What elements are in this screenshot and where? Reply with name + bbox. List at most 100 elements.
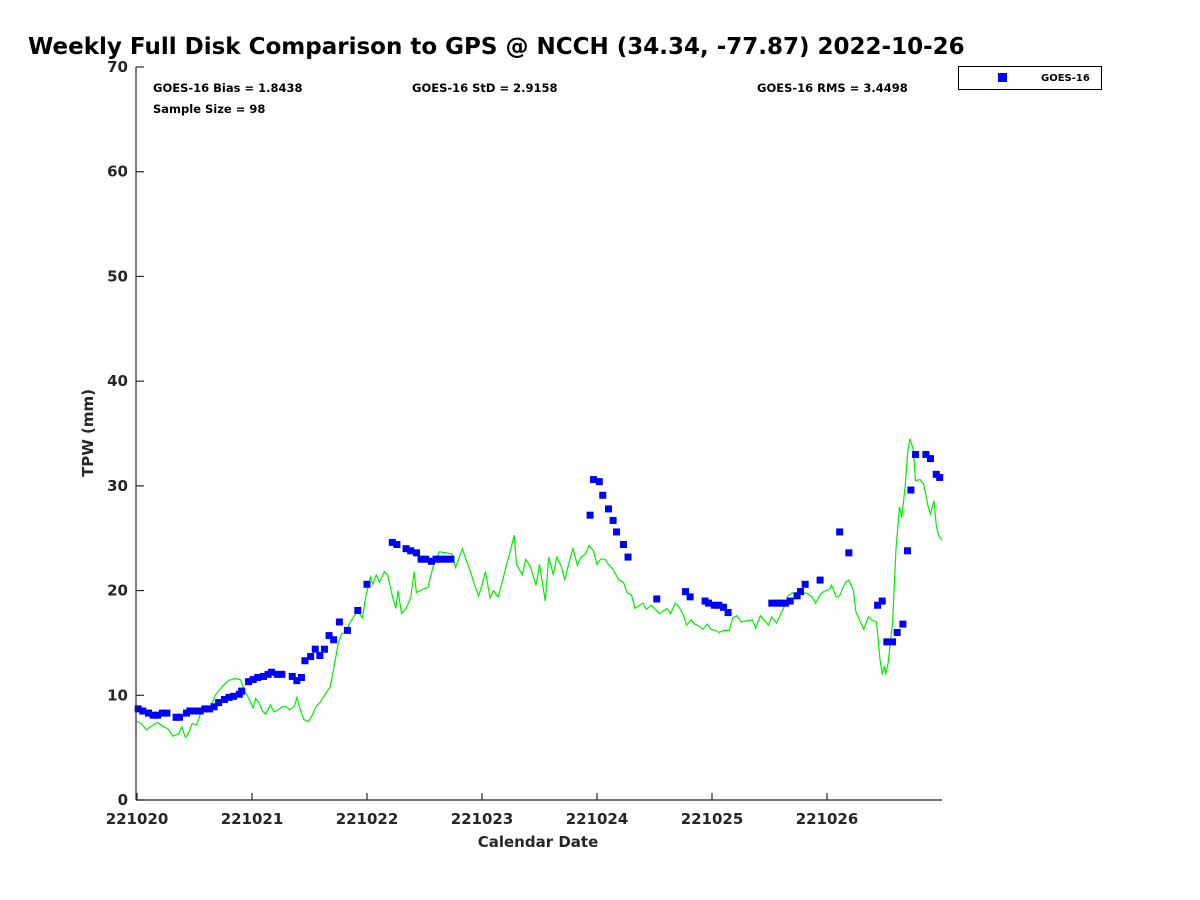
goes16-data-point <box>297 673 305 681</box>
goes16-data-point <box>273 670 281 678</box>
goes16-data-point <box>904 547 911 555</box>
x-tick-label: 221024 <box>566 810 629 828</box>
goes16-data-point <box>154 711 162 719</box>
goes16-data-point <box>301 657 309 665</box>
goes16-data-point <box>432 555 440 563</box>
y-tick-label: 0 <box>118 791 128 809</box>
sample-size-annotation: Sample Size = 98 <box>153 102 265 116</box>
goes16-data-point <box>682 588 690 596</box>
goes16-data-point <box>407 547 415 555</box>
goes16-data-point <box>210 703 218 711</box>
goes16-data-point <box>724 609 732 617</box>
chart-title: Weekly Full Disk Comparison to GPS @ NCC… <box>28 34 965 60</box>
goes16-data-point <box>710 601 718 609</box>
goes16-data-point <box>316 651 324 659</box>
goes16-data-point <box>878 597 886 605</box>
goes16-data-point <box>447 555 455 563</box>
goes16-data-point <box>293 677 301 685</box>
goes16-data-point <box>715 601 723 609</box>
bias-annotation: GOES-16 Bias = 1.8438 <box>153 81 302 95</box>
goes16-data-point <box>225 693 233 701</box>
goes16-data-point <box>307 653 315 661</box>
goes16-data-point <box>801 580 809 588</box>
y-axis-label: TPW (mm) <box>79 389 97 477</box>
goes16-data-point <box>412 549 420 557</box>
goes16-data-point <box>238 687 246 695</box>
goes16-data-point <box>311 645 319 653</box>
goes16-data-point <box>595 478 603 486</box>
goes16-data-point <box>922 450 930 458</box>
goes16-data-point <box>836 528 844 536</box>
goes16-data-point <box>786 597 794 605</box>
goes16-data-point <box>343 626 351 634</box>
legend-marker-goes16 <box>998 73 1007 82</box>
goes16-data-point <box>268 668 276 676</box>
goes16-data-point <box>260 672 267 680</box>
goes16-data-point <box>768 599 776 607</box>
goes16-data-point <box>777 599 785 607</box>
goes16-data-point <box>427 557 435 565</box>
y-tick-label: 30 <box>107 477 128 495</box>
goes16-data-point <box>927 455 934 463</box>
goes16-data-point <box>220 695 228 703</box>
goes16-data-point <box>613 528 621 536</box>
goes16-data-point <box>254 673 262 681</box>
goes16-data-point <box>893 628 901 636</box>
goes16-data-point <box>245 678 253 686</box>
goes16-data-point <box>191 707 198 715</box>
goes16-data-point <box>653 595 661 603</box>
axes: 0 10 20 30 40 50 60 70 221020 221021 221022 221023 2… <box>106 58 942 828</box>
goes16-data-point <box>586 511 594 519</box>
goes16-data-point <box>782 599 790 607</box>
goes16-data-point <box>686 593 694 601</box>
goes16-data-point <box>720 603 727 611</box>
goes16-data-point <box>883 638 891 646</box>
y-tick-label: 70 <box>107 58 128 76</box>
goes16-data-point <box>215 699 223 707</box>
goes16-data-point <box>363 580 371 588</box>
goes16-data-point <box>874 601 882 609</box>
x-tick-label: 221026 <box>796 810 859 828</box>
goes16-data-point <box>288 672 296 680</box>
goes16-data-point <box>201 705 209 713</box>
legend: GOES-16 <box>958 66 1102 90</box>
x-tick-label: 221025 <box>681 810 744 828</box>
goes16-data-point <box>624 553 632 561</box>
goes16-data-point <box>899 620 907 628</box>
goes16-data-point <box>335 618 343 626</box>
goes16-data-point <box>816 576 824 584</box>
y-tick-label: 60 <box>107 163 128 181</box>
x-tick-label: 221020 <box>106 810 169 828</box>
goes16-data-point <box>230 692 238 700</box>
goes16-data-point <box>936 473 944 481</box>
goes16-data-point <box>163 709 171 717</box>
goes16-data-point <box>907 486 915 494</box>
goes16-data-point <box>605 505 612 513</box>
goes16-data-point <box>149 711 157 719</box>
goes16-data-point <box>442 555 450 563</box>
goes16-data-point <box>422 555 430 563</box>
y-tick-label: 10 <box>107 686 128 704</box>
y-tick-label: 50 <box>107 267 128 285</box>
plot-area <box>134 438 944 739</box>
goes16-data-point <box>139 707 147 715</box>
goes16-data-point <box>176 713 184 721</box>
legend-box <box>958 66 1102 90</box>
goes16-data-point <box>325 632 333 640</box>
goes16-data-point <box>134 705 142 713</box>
rms-annotation: GOES-16 RMS = 3.4498 <box>757 81 908 95</box>
goes16-data-point <box>320 645 328 653</box>
goes16-data-point <box>705 599 713 607</box>
x-tick-label: 221022 <box>336 810 399 828</box>
goes16-data-point <box>889 638 897 646</box>
goes16-data-point <box>388 538 396 546</box>
goes16-data-point <box>393 540 401 548</box>
goes16-data-point <box>797 588 805 596</box>
y-tick-label: 40 <box>107 372 128 390</box>
goes16-data-point <box>205 705 213 713</box>
gps-series-line <box>136 438 943 739</box>
goes16-data-point <box>609 516 617 524</box>
goes16-data-point <box>402 545 410 553</box>
goes16-data-point <box>158 709 166 717</box>
